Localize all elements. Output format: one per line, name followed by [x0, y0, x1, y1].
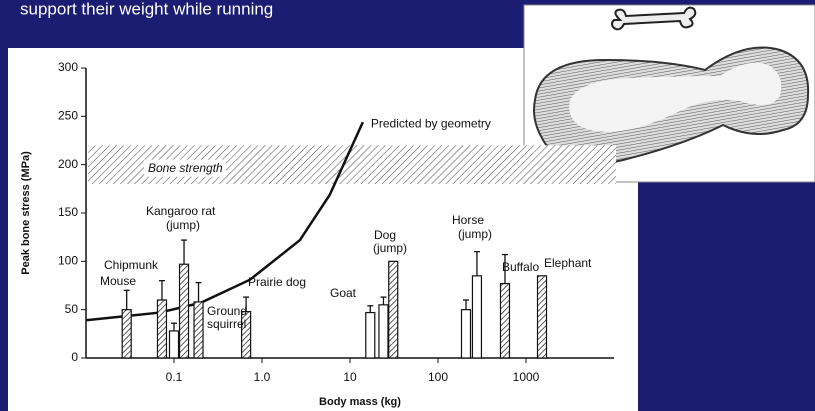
bar	[389, 261, 398, 358]
bar	[180, 264, 189, 358]
slide-text: support their weight while running	[20, 0, 273, 18]
x-tick-label: 1.0	[254, 370, 271, 384]
bar	[170, 331, 179, 358]
bar	[122, 310, 131, 358]
bar	[461, 310, 470, 358]
bar	[366, 313, 375, 358]
bar	[538, 276, 547, 358]
annotation: Horse	[452, 213, 484, 227]
annotation: (jump)	[373, 241, 407, 255]
bone-strength-label: Bone strength	[148, 161, 223, 175]
annotation: Kangaroo rat	[146, 204, 216, 218]
annotation: Mouse	[100, 274, 136, 288]
y-tick-label: 300	[58, 60, 78, 74]
y-tick-label: 250	[58, 109, 78, 123]
annotation: (jump)	[458, 227, 492, 241]
x-tick-label: 1000	[513, 370, 540, 384]
y-tick-label: 200	[58, 157, 78, 171]
x-tick-label: 100	[428, 370, 448, 384]
annotation: Goat	[330, 286, 357, 300]
annotation: (jump)	[166, 218, 200, 232]
slide: support their weight while running Bone …	[0, 0, 815, 411]
bar	[500, 284, 509, 358]
annotation: squirrel	[207, 317, 246, 331]
curve-label: Predicted by geometry	[371, 116, 491, 130]
bar	[472, 276, 481, 358]
y-tick-label: 50	[65, 302, 79, 316]
x-axis-label: Body mass (kg)	[319, 396, 401, 408]
annotation: Ground	[207, 304, 247, 318]
bar	[157, 300, 166, 358]
y-axis-label: Peak bone stress (MPa)	[20, 151, 32, 275]
y-tick-label: 150	[58, 205, 78, 219]
y-tick-label: 100	[58, 254, 78, 268]
annotation: Buffalo	[502, 260, 539, 274]
annotation: Chipmunk	[104, 258, 159, 272]
annotation: Dog	[374, 228, 396, 242]
annotation: Elephant	[544, 256, 592, 270]
annotation: Prairie dog	[248, 275, 306, 289]
x-tick-label: 0.1	[166, 370, 183, 384]
bar	[379, 305, 388, 358]
x-tick-label: 10	[343, 370, 357, 384]
y-tick-label: 0	[71, 350, 78, 364]
bar	[194, 302, 203, 358]
